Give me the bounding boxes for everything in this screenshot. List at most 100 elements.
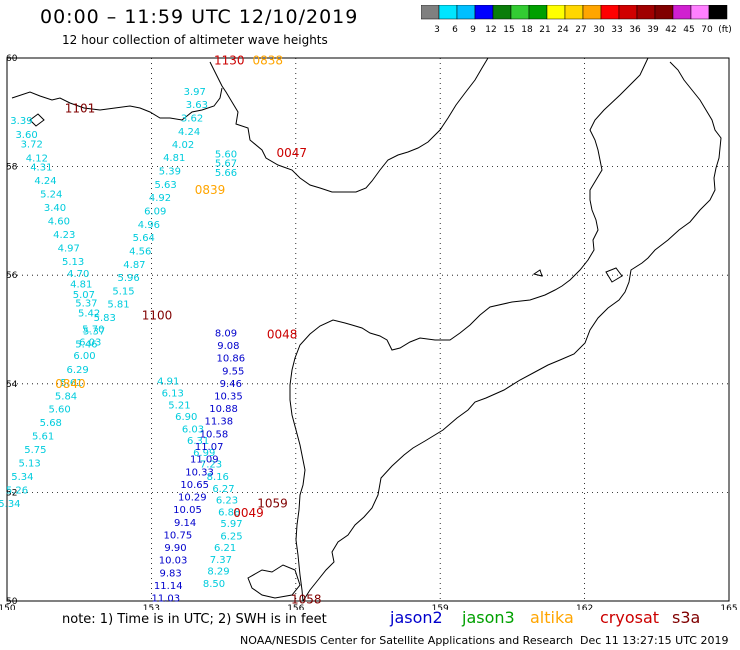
wave-height-value: 5.15: [112, 286, 134, 297]
wave-height-value: 3.72: [21, 139, 43, 150]
wave-height-value: 5.83: [94, 313, 116, 324]
pass-time-label: 0839: [195, 183, 226, 197]
colorbar-label: 27: [575, 25, 586, 35]
map-frame: [6, 57, 730, 602]
colorbar-label: 15: [503, 25, 514, 35]
wave-height-value: 5.07: [73, 290, 95, 301]
wave-height-value: 5.67: [215, 159, 237, 170]
wave-height-value: 5.63: [154, 180, 176, 191]
wave-height-value: 5.13: [18, 459, 40, 470]
pass-time-label: 1059: [257, 497, 288, 511]
colorbar-label: 6: [452, 25, 458, 35]
y-tick-label: 54: [6, 380, 18, 390]
wave-height-value: 4.24: [178, 127, 200, 138]
island-2: [532, 269, 543, 277]
wave-height-value: 9.46: [220, 379, 242, 390]
wave-height-value: 6.90: [175, 412, 197, 423]
footer-credit: NOAA/NESDIS Center for Satellite Applica…: [240, 634, 574, 647]
wave-height-value: 5.13: [62, 257, 84, 268]
wave-height-value: 5.46: [75, 339, 97, 350]
wave-height-value: 9.90: [164, 543, 186, 554]
wave-height-value: 9.83: [160, 569, 182, 580]
wave-height-value: 4.96: [138, 220, 160, 231]
wave-height-value: 5.61: [32, 432, 54, 443]
colorbar-label: 33: [611, 25, 622, 35]
x-tick-label: 162: [576, 604, 593, 610]
wave-height-value: 5.26: [6, 486, 28, 497]
wave-height-value: 6.03: [79, 338, 101, 349]
legend-altika: altika: [530, 608, 574, 627]
y-tick-label: 58: [6, 163, 18, 173]
colorbar-label: 42: [665, 25, 676, 35]
wave-height-value: 6.29: [66, 365, 88, 376]
wave-height-value: 6.88: [218, 507, 240, 518]
y-tick-label: 56: [6, 271, 18, 281]
altimeter-tracks: 3.39 3.603.72 4.124.31 4.24 5.24 3.40 4.60 4.23…: [0, 87, 245, 605]
x-tick-label: 150: [0, 604, 16, 610]
wave-height-value: 3.97: [184, 87, 206, 98]
wave-height-value: 9.08: [217, 341, 239, 352]
wave-height-value: 4.24: [34, 176, 56, 187]
wave-height-value: 9.14: [174, 518, 196, 529]
map-grid: [6, 57, 730, 602]
wave-height-value: 11.03: [152, 594, 181, 605]
wave-height-value: 6.23: [216, 496, 238, 507]
wave-height-value: 7.37: [210, 555, 232, 566]
wave-height-value: 4.97: [58, 243, 80, 254]
wave-height-value: 5.97: [220, 519, 242, 530]
wave-height-value: 10.86: [216, 354, 245, 365]
wave-height-value: 6.09: [144, 206, 166, 217]
wave-height-value: 5.24: [40, 190, 62, 201]
y-tick-label: 60: [6, 54, 18, 64]
colorbar-label: 12: [485, 25, 496, 35]
wave-height-value: 10.03: [159, 556, 188, 567]
wave-height-value: 4.23: [53, 230, 75, 241]
wave-height-value: 6.27: [212, 484, 234, 495]
wave-height-value: 8.50: [203, 579, 225, 590]
legend-jason2: jason2: [390, 608, 443, 627]
island-4: [29, 113, 45, 127]
wave-height-value: 5.61: [60, 378, 82, 389]
pass-time-label: 1101: [65, 101, 96, 115]
wave-height-value: 9.55: [222, 367, 244, 378]
wave-height-value: 5.37: [83, 326, 105, 337]
wave-height-value: 4.56: [129, 246, 151, 257]
colorbar-label: 70: [701, 25, 713, 35]
pass-time-labels: 1101 0838 1130 0047 0839 1100 0048 0840 10590049…: [55, 54, 321, 607]
wave-height-colorbar: 3 6 9 12 15 18 21 24 27 30 33 36 39 42 45 70 (ft): [421, 5, 731, 35]
pass-time-label: 0840: [55, 377, 86, 391]
wave-height-value: 4.81: [163, 153, 185, 164]
wave-height-value: 8.09: [215, 329, 237, 340]
legend-s3a: s3a: [672, 608, 701, 627]
wave-height-value: 5.64: [133, 233, 155, 244]
wave-height-value: 6.99: [193, 448, 215, 459]
wave-height-value: 5.66: [215, 168, 237, 179]
wave-height-value: 4.31: [30, 162, 52, 173]
wave-height-value: 10.65: [180, 480, 209, 491]
wave-height-value: 3.63: [186, 100, 208, 111]
wave-height-value: 5.96: [117, 273, 139, 284]
legend-jason3: jason3: [462, 608, 515, 627]
wave-height-value: 10.35: [214, 392, 243, 403]
wave-height-value: 3.39: [10, 116, 32, 127]
wave-height-value: 6.13: [162, 389, 184, 400]
wave-height-value: 6.03: [182, 424, 204, 435]
north-coast: [209, 57, 489, 193]
colorbar-label: 30: [593, 25, 605, 35]
colorbar-label: 9: [470, 25, 476, 35]
wave-height-value: 11.09: [190, 455, 219, 466]
wave-height-value: 5.21: [168, 400, 190, 411]
island-3: [605, 267, 623, 283]
colorbar-label: 39: [647, 25, 659, 35]
wave-height-value: 10.88: [209, 404, 238, 415]
pass-time-label: 1130: [214, 54, 245, 68]
wave-height-value: 6.21: [214, 543, 236, 554]
wave-height-value: 5.68: [40, 418, 62, 429]
wave-height-value: 4.02: [172, 140, 194, 151]
wave-height-value: 6.31: [187, 436, 209, 447]
wave-height-value: 10.33: [185, 468, 214, 479]
y-tick-label: 50: [6, 597, 18, 607]
wave-height-value: 5.34: [0, 499, 21, 510]
map-subtitle: 12 hour collection of altimeter wave hei…: [62, 33, 328, 47]
